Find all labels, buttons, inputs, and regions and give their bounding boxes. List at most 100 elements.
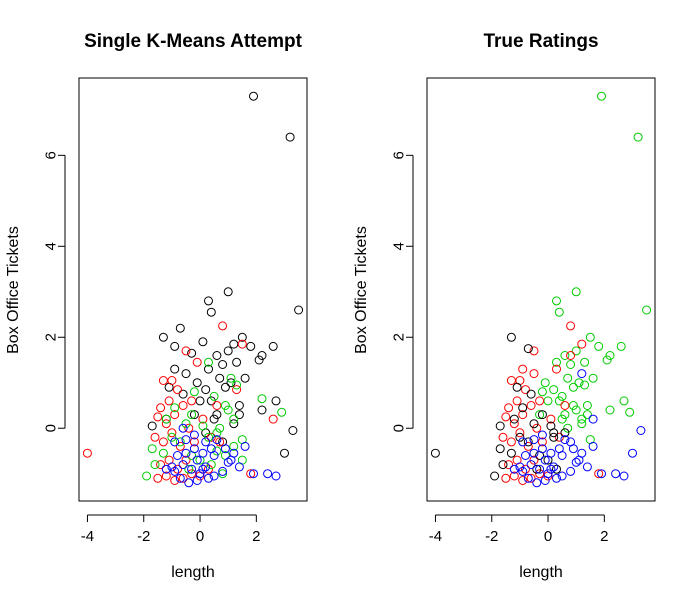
scatter-point <box>218 321 228 331</box>
scatter-point <box>563 373 573 383</box>
scatter-point <box>204 464 213 474</box>
panel-true-ratings: True Ratings length Box Office Tickets -… <box>353 31 656 581</box>
scatter-point <box>181 435 191 445</box>
scatter-point <box>249 91 258 101</box>
y-tick-label: 2 <box>43 333 60 341</box>
scatter-point <box>509 419 519 429</box>
scatter-point <box>240 441 250 451</box>
x-axis-ticks: -4 -2 0 2 <box>81 514 261 545</box>
scatter-point <box>178 389 188 399</box>
scatter-point <box>557 414 567 424</box>
scatter-point <box>509 464 519 474</box>
scatter-point <box>170 410 180 420</box>
scatter-point <box>540 378 550 388</box>
scatter-point <box>532 464 542 474</box>
scatter-point <box>521 464 530 474</box>
x-axis-label: length <box>171 564 215 581</box>
scatter-point <box>537 444 547 454</box>
scatter-points <box>82 91 304 488</box>
scatter-point <box>150 460 160 470</box>
scatter-point <box>574 378 584 388</box>
scatter-point <box>209 414 219 424</box>
scatter-point <box>537 387 547 397</box>
scatter-point <box>605 351 615 360</box>
y-tick-label: 4 <box>391 242 408 250</box>
scatter-point <box>82 448 92 458</box>
scatter-point <box>173 385 182 395</box>
scatter-point <box>506 332 516 342</box>
scatter-point <box>189 387 199 397</box>
scatter-point <box>142 471 152 481</box>
scatter-point <box>218 360 228 369</box>
scatter-point <box>568 444 578 454</box>
scatter-point <box>158 332 168 342</box>
scatter-point <box>521 385 530 395</box>
scatter-point <box>187 464 197 474</box>
scatter-point <box>198 414 208 424</box>
scatter-point <box>187 410 197 420</box>
scatter-point <box>560 410 570 420</box>
scatter-point <box>515 428 525 438</box>
scatter-point <box>294 305 304 315</box>
scatter-point <box>552 473 561 483</box>
scatter-point <box>495 421 505 431</box>
scatter-point <box>580 380 590 390</box>
scatter-point <box>546 448 556 458</box>
scatter-point <box>268 414 278 424</box>
scatter-point <box>580 357 590 367</box>
scatter-point <box>158 437 168 447</box>
scatter-point <box>153 473 163 483</box>
scatter-point <box>189 410 199 420</box>
scatter-point <box>577 369 587 379</box>
scatter-point <box>526 401 536 410</box>
scatter-point <box>540 455 550 465</box>
y-tick-label: 4 <box>43 242 60 250</box>
scatter-point <box>220 401 230 410</box>
scatter-point <box>220 444 230 454</box>
scatter-point <box>212 351 222 360</box>
scatter-point <box>181 455 191 465</box>
scatter-point <box>537 410 547 420</box>
y-axis-ticks: 0 2 4 6 <box>43 151 66 432</box>
scatter-point <box>543 396 553 406</box>
scatter-point <box>549 432 559 442</box>
scatter-point <box>271 396 281 406</box>
scatter-point <box>526 389 536 399</box>
scatter-point <box>257 405 267 415</box>
scatter-point <box>229 441 239 451</box>
scatter-point <box>218 469 228 479</box>
scatter-point <box>198 337 208 347</box>
scatter-point <box>552 357 561 367</box>
scatter-point <box>518 437 528 447</box>
scatter-point <box>560 428 570 438</box>
scatter-point <box>229 339 239 349</box>
scatter-point <box>164 396 174 406</box>
scatter-point <box>206 432 216 442</box>
scatter-point <box>430 448 440 458</box>
scatter-point <box>212 401 222 410</box>
scatter-point <box>554 432 564 442</box>
scatter-point <box>209 391 219 401</box>
scatter-point <box>189 444 199 454</box>
scatter-point <box>529 435 539 445</box>
scatter-point <box>173 451 182 460</box>
scatter-point <box>237 332 247 342</box>
scatter-point <box>588 441 598 451</box>
y-tick-label: 2 <box>391 333 408 341</box>
scatter-point <box>537 430 547 440</box>
scatter-point <box>173 464 182 474</box>
x-axis-ticks: -4 -2 0 2 <box>429 514 609 545</box>
scatter-point <box>557 391 567 401</box>
scatter-point <box>209 471 219 481</box>
scatter-point <box>167 462 177 472</box>
plot-frame <box>78 77 308 502</box>
scatter-point <box>234 410 244 420</box>
scatter-point <box>588 373 598 383</box>
y-axis-label: Box Office Tickets <box>353 226 370 354</box>
scatter-point <box>498 432 508 442</box>
scatter-point <box>523 473 533 483</box>
scatter-point <box>237 339 247 349</box>
scatter-point <box>619 396 629 406</box>
scatter-point <box>161 419 171 429</box>
scatter-point <box>529 455 539 465</box>
